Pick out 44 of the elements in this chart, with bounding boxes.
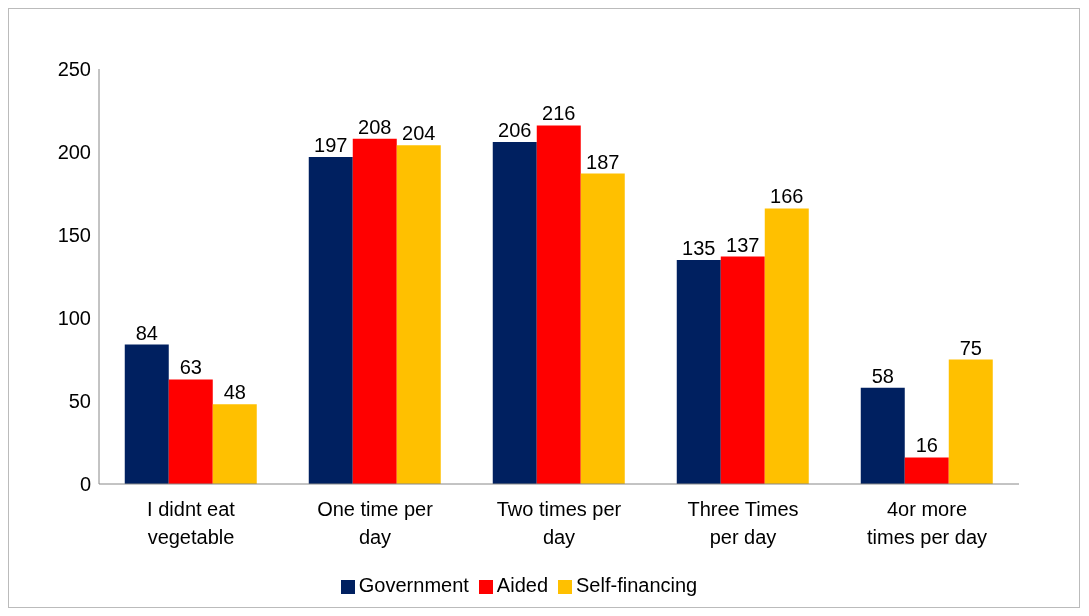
bar [492,142,537,484]
legend-label: Self-financing [576,574,698,596]
bar [396,145,441,484]
x-tick-label: I didnt eat vegetable [147,498,236,548]
x-tick-label: Two times per day [496,498,622,548]
bar [720,256,765,484]
x-tick-label: 4or more times per day [866,498,988,548]
bar [168,379,213,484]
data-label: 84 [135,321,158,344]
x-tick-label: Three Times per day [687,498,799,548]
bar [904,457,949,484]
y-tick-label: 100 [57,307,91,330]
data-label: 58 [871,364,894,387]
legend-label: Government [358,574,469,596]
data-label: 166 [770,185,804,208]
bar [860,387,905,484]
data-label: 48 [223,381,246,404]
data-label: 75 [959,336,982,359]
data-label: 135 [682,236,716,259]
bar [764,208,809,484]
bar [580,173,625,484]
data-label: 197 [314,133,348,156]
bar [212,404,257,484]
y-tick-label: 50 [68,390,91,413]
y-tick-label: 0 [79,473,91,496]
data-label: 204 [402,122,436,145]
legend-label: Aided [496,574,549,596]
bar [676,259,721,484]
data-label: 216 [542,102,576,125]
data-label: 206 [498,119,532,142]
bar [948,359,993,484]
y-tick-label: 250 [57,58,91,81]
y-tick-label: 200 [57,141,91,164]
x-tick-label: One time per day [317,498,434,548]
y-tick-label: 150 [57,224,91,247]
data-label: 208 [358,115,392,138]
data-label: 16 [915,434,938,457]
bar [124,344,169,484]
bar [308,156,353,484]
data-label: 187 [586,150,620,173]
bar [536,125,581,484]
bar [352,138,397,484]
data-label: 137 [726,233,760,256]
data-label: 63 [179,356,202,379]
